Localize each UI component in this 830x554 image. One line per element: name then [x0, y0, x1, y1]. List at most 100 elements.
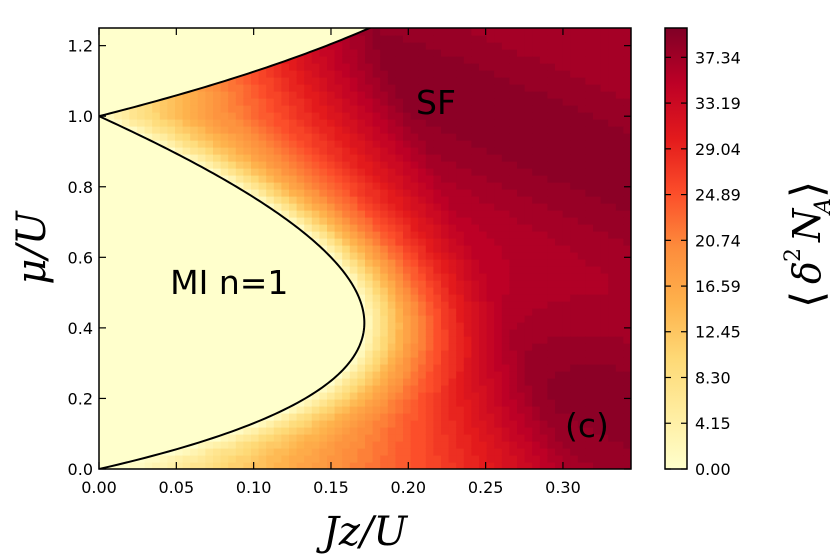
heatmap-cell: [182, 462, 191, 469]
heatmap-cell: [281, 112, 290, 120]
heatmap-cell: [357, 245, 366, 253]
heatmap-cell: [501, 56, 510, 64]
heatmap-cell: [517, 196, 526, 204]
heatmap-cell: [486, 42, 495, 50]
heatmap-cell: [532, 42, 541, 50]
heatmap-cell: [463, 308, 472, 316]
heatmap-cell: [494, 273, 503, 281]
heatmap-cell: [532, 119, 541, 127]
heatmap-cell: [258, 133, 267, 141]
heatmap-cell: [615, 315, 624, 323]
y-tick-label: 0.4: [68, 319, 93, 338]
heatmap-cell: [235, 441, 244, 449]
heatmap-cell: [517, 84, 526, 92]
heatmap-cell: [152, 105, 161, 113]
colorbar-label: ⟨ δ 2 N A ⟩: [781, 181, 830, 308]
heatmap-cell: [456, 280, 465, 288]
heatmap-cell: [463, 231, 472, 239]
heatmap-cell: [418, 98, 427, 106]
heatmap-cell: [486, 91, 495, 99]
heatmap-cell: [387, 161, 396, 169]
heatmap-cell: [456, 175, 465, 183]
heatmap-cell: [425, 147, 434, 155]
heatmap-cell: [547, 175, 556, 183]
heatmap-cell: [365, 329, 374, 337]
heatmap-cell: [387, 126, 396, 134]
heatmap-cell: [547, 399, 556, 407]
heatmap-cell: [380, 378, 389, 386]
heatmap-cell: [479, 91, 488, 99]
heatmap-cell: [600, 217, 609, 225]
heatmap-cell: [532, 287, 541, 295]
heatmap-cell: [258, 98, 267, 106]
heatmap-cell: [319, 161, 328, 169]
heatmap-cell: [486, 112, 495, 120]
heatmap-cell: [532, 168, 541, 176]
heatmap-cell: [570, 70, 579, 78]
heatmap-cell: [570, 301, 579, 309]
heatmap-cell: [448, 357, 457, 365]
heatmap-cell: [623, 203, 631, 211]
heatmap-cell: [380, 371, 389, 379]
heatmap-cell: [600, 378, 609, 386]
heatmap-cell: [380, 217, 389, 225]
heatmap-cell: [281, 91, 290, 99]
heatmap-cell: [471, 266, 480, 274]
heatmap-cell: [532, 427, 541, 435]
heatmap-cell: [304, 161, 313, 169]
heatmap-cell: [509, 161, 518, 169]
heatmap-cell: [349, 161, 358, 169]
heatmap-cell: [623, 252, 631, 260]
heatmap-cell: [342, 413, 351, 421]
heatmap-cell: [380, 259, 389, 267]
heatmap-cell: [494, 140, 503, 148]
heatmap-cell: [524, 406, 533, 414]
heatmap-cell: [342, 189, 351, 197]
heatmap-cell: [547, 210, 556, 218]
heatmap-cell: [555, 357, 564, 365]
heatmap-cell: [509, 364, 518, 372]
heatmap-cell: [266, 189, 275, 197]
heatmap-cell: [403, 420, 412, 428]
heatmap-cell: [456, 301, 465, 309]
heatmap-cell: [501, 35, 510, 43]
heatmap-cell: [311, 455, 320, 463]
heatmap-cell: [448, 133, 457, 141]
heatmap-cell: [441, 84, 450, 92]
heatmap-cell: [425, 245, 434, 253]
heatmap-cell: [433, 203, 442, 211]
heatmap-cell: [327, 126, 336, 134]
heatmap-cell: [327, 427, 336, 435]
heatmap-cell: [281, 147, 290, 155]
heatmap-cell: [486, 322, 495, 330]
heatmap-cell: [517, 378, 526, 386]
heatmap-cell: [547, 287, 556, 295]
heatmap-cell: [410, 238, 419, 246]
heatmap-cell: [395, 161, 404, 169]
heatmap-cell: [197, 112, 206, 120]
heatmap-cell: [380, 224, 389, 232]
heatmap-cell: [273, 161, 282, 169]
heatmap-cell: [539, 287, 548, 295]
heatmap-cell: [532, 329, 541, 337]
heatmap-cell: [532, 315, 541, 323]
heatmap-cell: [365, 133, 374, 141]
heatmap-cell: [471, 175, 480, 183]
heatmap-cell: [456, 161, 465, 169]
heatmap-cell: [577, 77, 586, 85]
heatmap-cell: [608, 126, 617, 134]
heatmap-cell: [524, 336, 533, 344]
heatmap-cell: [410, 140, 419, 148]
heatmap-cell: [395, 308, 404, 316]
heatmap-cell: [395, 385, 404, 393]
heatmap-cell: [456, 371, 465, 379]
heatmap-cell: [532, 385, 541, 393]
heatmap-cell: [266, 70, 275, 78]
heatmap-cell: [441, 273, 450, 281]
heatmap-cell: [441, 399, 450, 407]
heatmap-cell: [509, 350, 518, 358]
heatmap-cell: [547, 56, 556, 64]
heatmap-cell: [471, 462, 480, 469]
heatmap-cell: [349, 217, 358, 225]
heatmap-cell: [593, 210, 602, 218]
